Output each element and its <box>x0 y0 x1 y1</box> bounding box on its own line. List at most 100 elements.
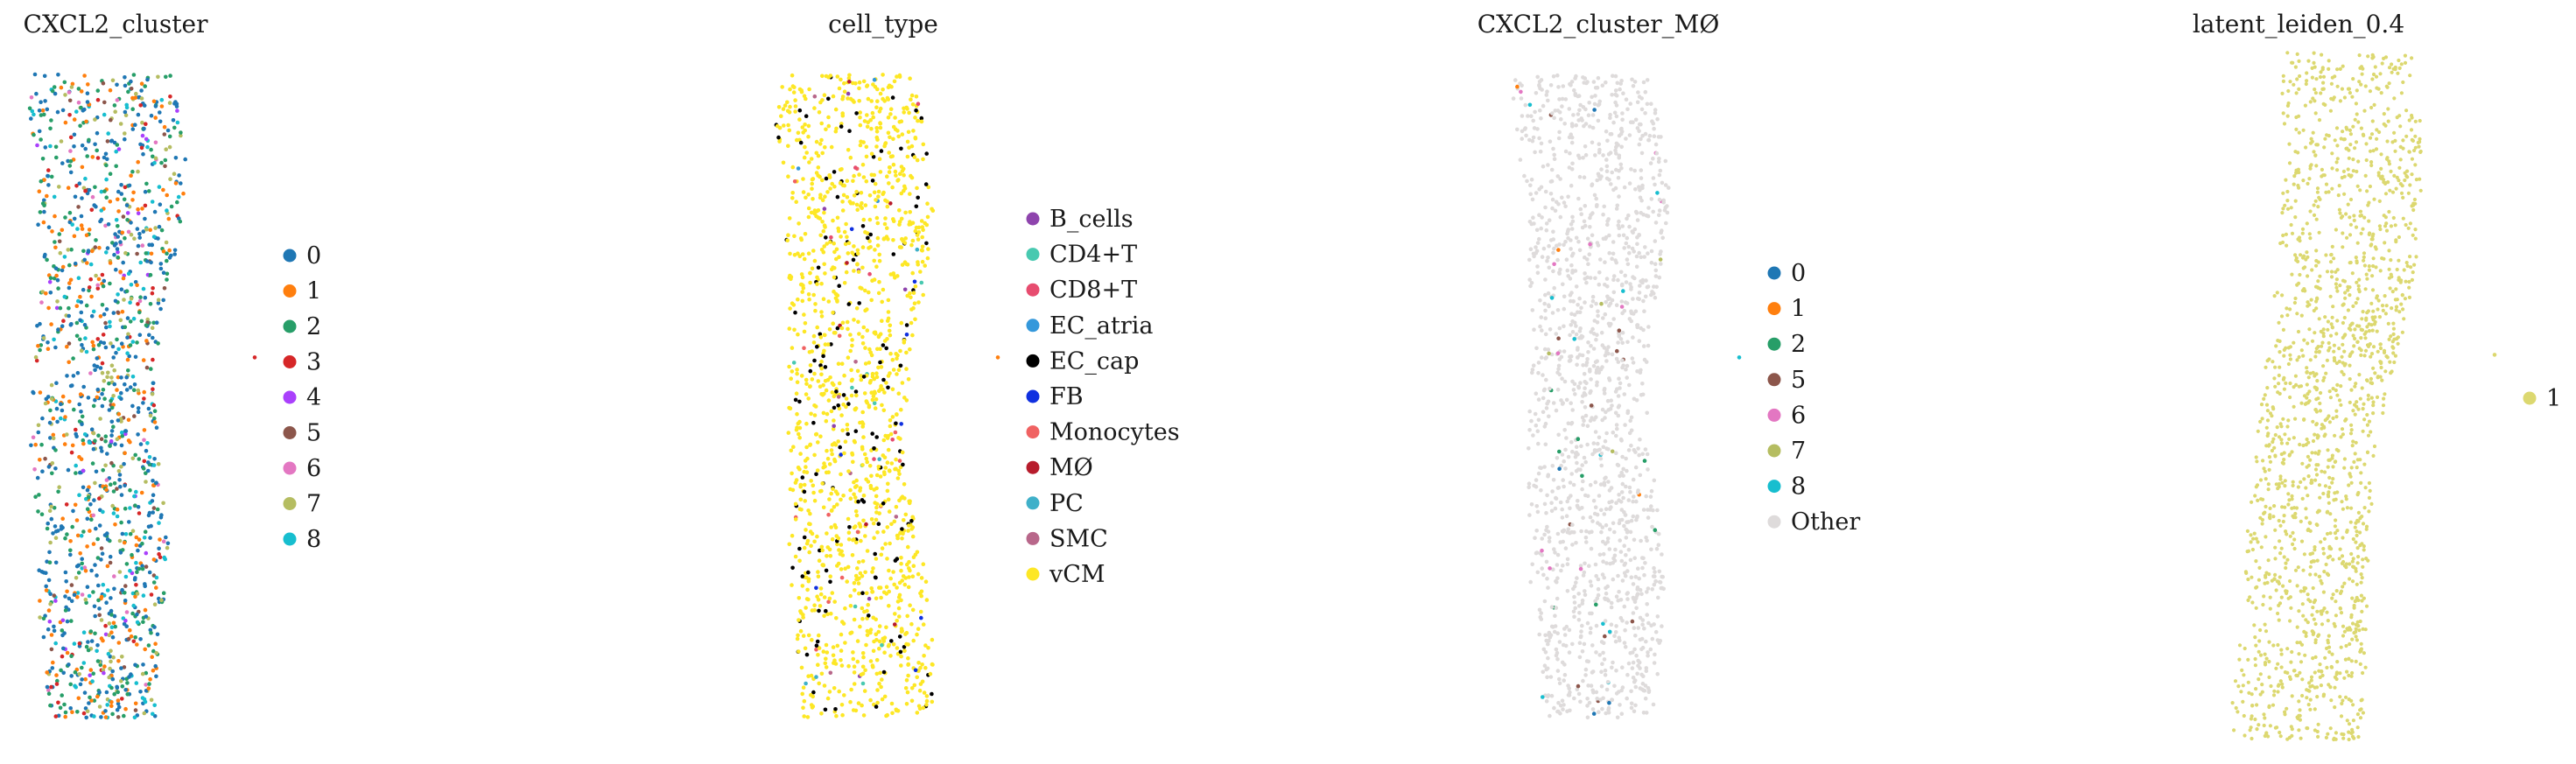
scatter-point <box>49 633 54 637</box>
scatter-point <box>54 406 60 411</box>
scatter-point <box>101 284 106 289</box>
scatter-point <box>1548 83 1554 88</box>
scatter-point <box>1622 604 1627 609</box>
scatter-point <box>2277 481 2281 487</box>
scatter-point <box>1639 107 1645 112</box>
scatter-point <box>55 678 60 683</box>
scatter-point <box>156 301 161 305</box>
scatter-point <box>1632 626 1637 630</box>
scatter-point <box>1627 181 1632 186</box>
scatter-point <box>890 415 895 419</box>
scatter-point <box>91 343 96 348</box>
scatter-point <box>1617 133 1622 138</box>
scatter-point <box>1533 411 1538 417</box>
scatter-point <box>123 113 129 117</box>
scatter-point <box>79 310 84 315</box>
scatter-point <box>150 391 155 396</box>
scatter-point <box>136 406 141 410</box>
scatter-point <box>50 471 54 476</box>
scatter-point <box>840 208 846 213</box>
scatter-point <box>1536 361 1541 365</box>
scatter-point <box>1609 486 1614 490</box>
scatter-point <box>863 230 867 235</box>
scatter-point <box>161 591 166 595</box>
scatter-point <box>1656 531 1661 536</box>
scatter-point <box>104 478 109 482</box>
scatter-point <box>890 711 895 716</box>
scatter-point <box>853 573 859 578</box>
scatter-point <box>895 412 899 417</box>
scatter-point <box>1626 498 1632 502</box>
scatter-point <box>1633 117 1639 123</box>
legend-label: 0 <box>306 242 321 270</box>
scatter-point <box>795 636 800 641</box>
scatter-point <box>823 342 828 347</box>
scatter-point <box>1652 134 1657 138</box>
scatter-point <box>1625 375 1629 380</box>
scatter-point <box>2288 80 2292 84</box>
scatter-point <box>1547 243 1551 249</box>
legend-label: CD4+T <box>1049 242 1137 269</box>
scatter-point <box>98 366 103 370</box>
scatter-point <box>823 707 828 712</box>
scatter-point <box>2391 351 2396 355</box>
scatter-point <box>68 539 73 543</box>
scatter-point <box>1541 396 1546 401</box>
scatter-point <box>1607 629 1612 634</box>
scatter-point <box>867 347 872 352</box>
scatter-point <box>1572 614 1576 619</box>
scatter-point <box>1576 112 1581 116</box>
scatter-point <box>127 183 132 188</box>
scatter-point <box>1527 485 1531 490</box>
scatter-point <box>97 613 102 618</box>
scatter-point <box>2369 301 2374 305</box>
scatter-point <box>135 570 139 574</box>
scatter-point <box>1597 177 1603 181</box>
scatter-point <box>92 604 97 609</box>
scatter-point <box>1612 529 1617 535</box>
scatter-point <box>888 323 893 328</box>
scatter-point <box>1614 451 1618 455</box>
scatter-point <box>1648 494 1653 499</box>
scatter-point <box>108 88 113 93</box>
scatter-point <box>109 460 114 466</box>
scatter-point <box>53 245 58 250</box>
scatter-point <box>1617 334 1621 339</box>
scatter-point <box>899 568 903 573</box>
scatter-point <box>1599 330 1604 335</box>
scatter-point <box>877 457 881 461</box>
scatter-point <box>1657 213 1661 218</box>
scatter-point <box>875 87 880 92</box>
scatter-point <box>1635 514 1639 519</box>
scatter-point <box>1566 454 1571 459</box>
scatter-point <box>2370 77 2375 81</box>
scatter-point <box>873 501 877 505</box>
scatter-point <box>84 233 89 238</box>
scatter-point <box>868 232 873 237</box>
scatter-point <box>891 252 896 256</box>
scatter-point <box>1564 624 1569 629</box>
scatter-point <box>165 271 170 277</box>
scatter-point <box>906 642 910 647</box>
legend-item: 6 <box>1767 402 1806 429</box>
scatter-point <box>880 697 885 702</box>
scatter-point <box>76 87 81 91</box>
scatter-point <box>850 250 854 256</box>
scatter-point <box>69 583 74 587</box>
scatter-point <box>1590 140 1595 145</box>
scatter-point <box>863 534 867 538</box>
scatter-point <box>74 564 80 569</box>
scatter-point <box>1646 137 1651 143</box>
scatter-point <box>1582 570 1587 575</box>
scatter-point <box>38 390 43 395</box>
scatter-point <box>84 303 89 308</box>
scatter-point <box>855 251 860 256</box>
scatter-point <box>921 622 926 627</box>
legend-label: vCM <box>1049 561 1106 588</box>
scatter-point <box>921 157 925 162</box>
scatter-point <box>1515 84 1520 89</box>
legend-marker <box>1767 266 1781 280</box>
scatter-point <box>62 702 67 707</box>
scatter-point <box>1646 251 1650 256</box>
scatter-point <box>79 457 84 461</box>
